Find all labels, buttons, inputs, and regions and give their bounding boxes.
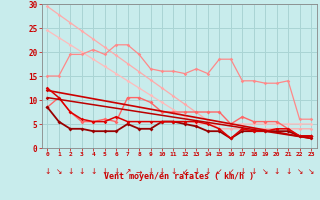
Text: ↓: ↓	[44, 167, 51, 176]
Text: ↓: ↓	[205, 167, 211, 176]
Text: ↓: ↓	[147, 167, 154, 176]
Text: →: →	[136, 167, 142, 176]
Text: ↙: ↙	[216, 167, 222, 176]
X-axis label: Vent moyen/en rafales ( km/h ): Vent moyen/en rafales ( km/h )	[104, 172, 254, 181]
Text: ↓: ↓	[159, 167, 165, 176]
Text: ↓: ↓	[274, 167, 280, 176]
Text: ↗: ↗	[124, 167, 131, 176]
Text: ↘: ↘	[56, 167, 62, 176]
Text: ↓: ↓	[193, 167, 200, 176]
Text: ↓: ↓	[90, 167, 96, 176]
Text: ↓: ↓	[239, 167, 245, 176]
Text: ↓: ↓	[285, 167, 291, 176]
Text: ↘: ↘	[308, 167, 314, 176]
Text: ↓: ↓	[170, 167, 177, 176]
Text: ↘: ↘	[296, 167, 303, 176]
Text: ↓: ↓	[251, 167, 257, 176]
Text: ↘: ↘	[262, 167, 268, 176]
Text: ↓: ↓	[113, 167, 119, 176]
Text: ↓: ↓	[78, 167, 85, 176]
Text: ↙: ↙	[228, 167, 234, 176]
Text: ↓: ↓	[101, 167, 108, 176]
Text: ↓: ↓	[67, 167, 74, 176]
Text: ↙: ↙	[182, 167, 188, 176]
